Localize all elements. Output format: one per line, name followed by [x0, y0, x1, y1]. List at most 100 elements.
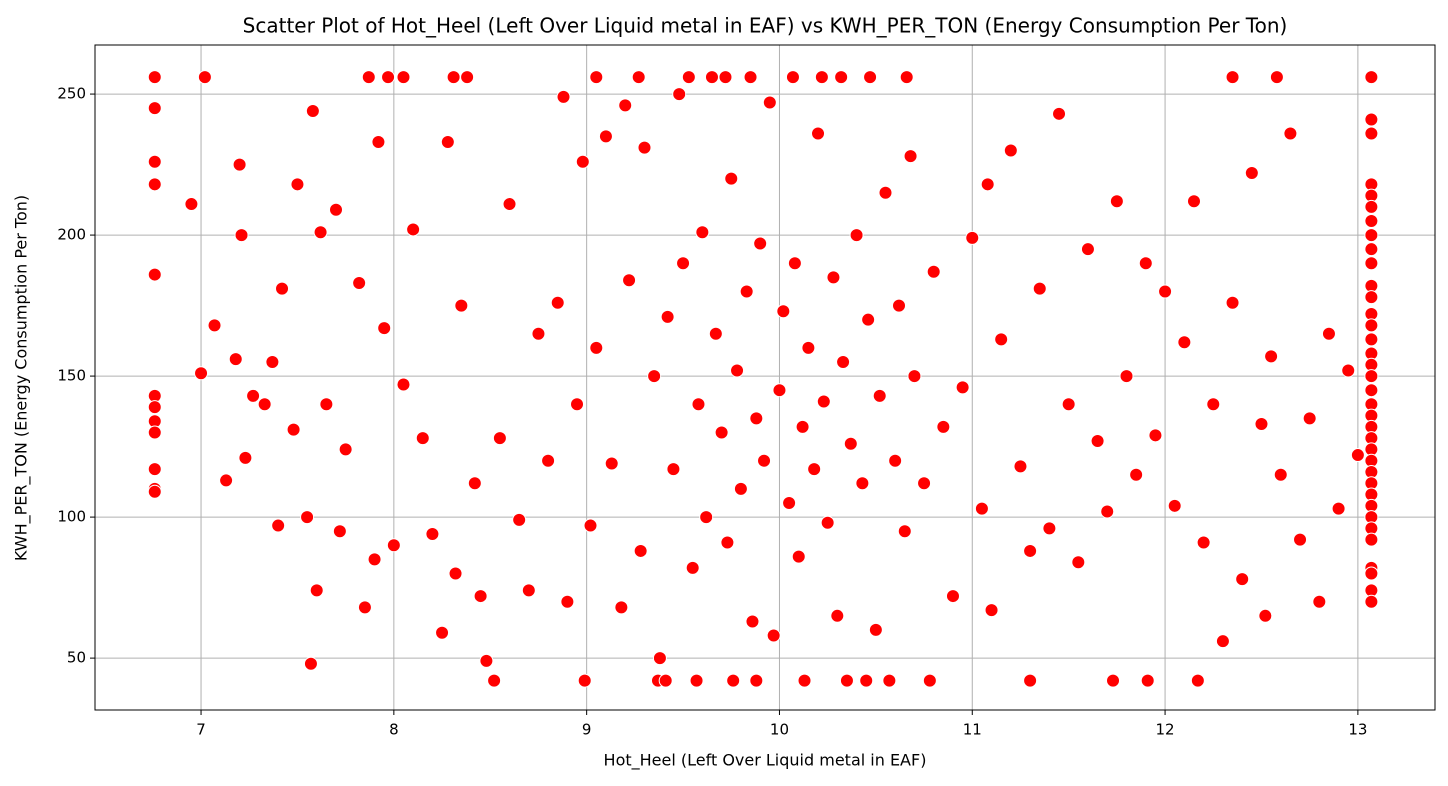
point: [807, 462, 822, 477]
point: [147, 70, 162, 85]
point: [371, 135, 386, 150]
point: [1225, 295, 1240, 310]
point: [454, 298, 469, 313]
point: [658, 673, 673, 688]
point: [676, 256, 691, 271]
point: [795, 419, 810, 434]
y-tick-label: 250: [57, 85, 86, 103]
point: [300, 510, 315, 525]
point: [1080, 242, 1095, 257]
point: [396, 377, 411, 392]
point: [147, 462, 162, 477]
point: [1140, 673, 1155, 688]
point: [726, 673, 741, 688]
point: [1042, 521, 1057, 536]
point: [309, 583, 324, 598]
point: [1364, 594, 1379, 609]
point: [926, 264, 941, 279]
point: [811, 126, 826, 141]
point: [147, 154, 162, 169]
x-tick-label: 7: [196, 721, 206, 739]
point: [965, 230, 980, 245]
point: [766, 628, 781, 643]
point: [1235, 572, 1250, 587]
point: [922, 673, 937, 688]
point: [1364, 318, 1379, 333]
point: [1364, 70, 1379, 85]
point: [830, 608, 845, 623]
point: [1158, 284, 1173, 299]
point: [863, 70, 878, 85]
point: [502, 197, 517, 212]
x-tick-label: 13: [1348, 721, 1367, 739]
point: [1003, 143, 1018, 158]
point: [577, 673, 592, 688]
point: [1364, 383, 1379, 398]
point: [1364, 369, 1379, 384]
point: [1364, 332, 1379, 347]
point: [855, 476, 870, 491]
point: [1364, 126, 1379, 141]
point: [1032, 281, 1047, 296]
point: [184, 197, 199, 212]
point: [473, 589, 488, 604]
point: [440, 135, 455, 150]
point: [303, 656, 318, 671]
point: [917, 476, 932, 491]
plot-frame: [94, 44, 1436, 711]
point: [980, 177, 995, 192]
point: [1023, 673, 1038, 688]
point: [1206, 397, 1221, 412]
point: [1364, 256, 1379, 271]
point: [897, 524, 912, 539]
point: [531, 326, 546, 341]
point: [1061, 397, 1076, 412]
point: [720, 535, 735, 550]
point: [1264, 349, 1279, 364]
point: [772, 383, 787, 398]
point: [265, 354, 280, 369]
point: [868, 622, 883, 637]
x-tick-label: 11: [963, 721, 982, 739]
point: [1302, 411, 1317, 426]
chart-title: Scatter Plot of Hot_Heel (Left Over Liqu…: [243, 14, 1288, 38]
point: [396, 70, 411, 85]
point: [147, 400, 162, 415]
point: [1283, 126, 1298, 141]
y-axis-label: KWH_PER_TON (Energy Consumption Per Ton): [12, 195, 32, 561]
point: [560, 594, 575, 609]
point: [406, 222, 421, 237]
point: [589, 340, 604, 355]
point: [843, 436, 858, 451]
point: [1106, 673, 1121, 688]
point: [147, 484, 162, 499]
point: [714, 425, 729, 440]
point: [1100, 504, 1115, 519]
point: [1225, 70, 1240, 85]
point: [460, 70, 475, 85]
point: [753, 236, 768, 251]
point: [699, 510, 714, 525]
point: [147, 177, 162, 192]
point: [689, 673, 704, 688]
point: [787, 256, 802, 271]
point: [286, 422, 301, 437]
point: [1090, 433, 1105, 448]
point: [660, 309, 675, 324]
point: [1254, 417, 1269, 432]
point: [749, 411, 764, 426]
point: [604, 456, 619, 471]
point: [1312, 594, 1327, 609]
point: [872, 388, 887, 403]
point: [945, 589, 960, 604]
point: [685, 560, 700, 575]
point: [541, 453, 556, 468]
point: [446, 70, 461, 85]
point: [1071, 555, 1086, 570]
point: [435, 625, 450, 640]
point: [479, 653, 494, 668]
point: [1119, 369, 1134, 384]
point: [550, 295, 565, 310]
point: [1186, 194, 1201, 209]
